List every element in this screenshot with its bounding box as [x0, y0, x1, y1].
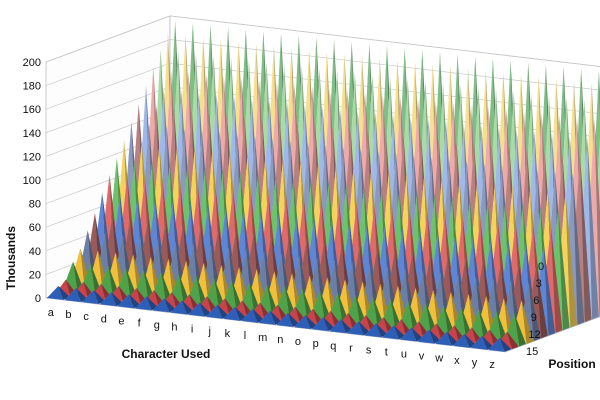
x-tick-label: s: [366, 344, 372, 356]
depth-tick-labels: 0 3 6 9 12 15: [526, 261, 544, 358]
y-tick-label: 120: [23, 151, 41, 163]
x-tick-label: z: [489, 359, 495, 371]
pyramid-mark: [453, 333, 476, 348]
pyramid-mark: [347, 321, 371, 336]
depth-axis-title: Position: [548, 357, 595, 371]
pyramid-mark: [488, 337, 512, 352]
x-tick-label: q: [330, 340, 336, 352]
pyramid-mark: [400, 327, 423, 342]
pyramid-mark: [117, 294, 141, 309]
y-tick-label: 0: [35, 293, 41, 305]
pyramid-mark: [205, 304, 229, 319]
x-tick-label: d: [101, 313, 107, 325]
pyramid-mark: [417, 329, 441, 344]
pyramid-mark: [170, 300, 194, 315]
depth-tick-label: 6: [533, 295, 539, 307]
pyramid-mark: [276, 312, 300, 327]
pyramid-mark: [223, 306, 247, 321]
pyramid-mark: [258, 310, 282, 325]
pyramid-mark: [435, 331, 459, 346]
x-tick-label: e: [118, 315, 124, 327]
depth-tick-label: 0: [538, 261, 544, 273]
x-tick-label: t: [385, 347, 388, 359]
gridline: [45, 15, 600, 67]
x-tick-label: n: [277, 334, 283, 346]
pyramid-mark: [470, 335, 494, 350]
pyramid-mark: [311, 317, 335, 331]
pyramid-mark: [294, 315, 318, 329]
x-tick-label: i: [191, 324, 193, 336]
depth-tick-label: 3: [536, 278, 542, 290]
x-tick-label: w: [434, 353, 443, 365]
y-axis-title: Thousands: [4, 226, 18, 290]
pyramid-mark: [241, 308, 265, 323]
x-tick-label: k: [225, 328, 231, 340]
x-tick-label: m: [258, 332, 267, 344]
pyramid-mark: [47, 285, 70, 300]
x-tick-label: p: [313, 338, 319, 350]
x-axis-title: Character Used: [122, 347, 211, 361]
y-tick-label: 180: [23, 81, 41, 93]
pyramid-mark: [364, 323, 388, 338]
x-tick-label: a: [48, 307, 55, 319]
y-tick-label: 40: [29, 246, 41, 258]
pyramid-mark: [100, 292, 123, 307]
pyramid-mark: [135, 296, 159, 311]
y-tick-label: 140: [23, 128, 41, 140]
depth-tick-label: 15: [526, 346, 538, 358]
pyramid-mark: [188, 302, 212, 317]
y-tick-label: 100: [23, 175, 41, 187]
x-tick-label: v: [419, 351, 425, 363]
x-tick-label: y: [472, 357, 478, 369]
x-tick-label: c: [83, 311, 89, 323]
x-tick-label: r: [349, 342, 353, 354]
depth-tick-label: 9: [531, 312, 537, 324]
y-tick-label: 160: [23, 104, 41, 116]
x-tick-label: x: [454, 355, 460, 367]
x-tick-label: b: [65, 309, 71, 321]
pyramid-mark: [382, 325, 406, 340]
pyramid-mark: [82, 290, 106, 304]
chart-pyramids: [47, 20, 600, 352]
pyramid-mark: [152, 298, 176, 313]
depth-tick-label: 12: [528, 329, 540, 341]
y-tick-label: 60: [29, 222, 41, 234]
x-tick-label: h: [171, 322, 177, 334]
y-tick-label: 200: [23, 57, 41, 69]
x-tick-label: j: [207, 326, 210, 338]
x-tick-label: l: [244, 330, 246, 342]
y-tick-label: 80: [29, 199, 41, 211]
x-tick-label: f: [138, 317, 142, 329]
y-tick-label: 20: [29, 269, 41, 281]
x-tick-label: u: [401, 349, 407, 361]
pyramid-mark: [329, 319, 353, 334]
pyramid-mark: [64, 288, 88, 302]
x-tick-label: g: [154, 320, 160, 332]
x-tick-label: o: [295, 336, 301, 348]
y-tick-labels: 0 20 40 60 80 100 120 140 160 180 200: [23, 57, 41, 305]
